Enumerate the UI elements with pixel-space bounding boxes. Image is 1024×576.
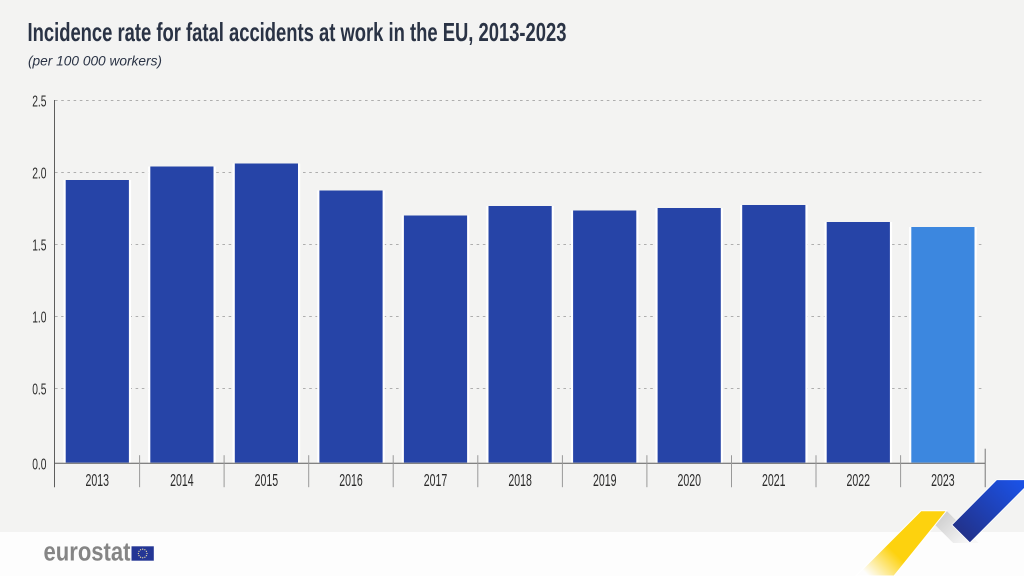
svg-text:2021: 2021 <box>762 470 786 490</box>
svg-text:0.5: 0.5 <box>32 382 46 399</box>
svg-text:(per 100 000 workers): (per 100 000 workers) <box>28 53 162 68</box>
svg-text:2015: 2015 <box>255 470 279 490</box>
svg-text:1.0: 1.0 <box>32 310 46 327</box>
svg-text:0.0: 0.0 <box>32 457 46 474</box>
svg-text:2013: 2013 <box>86 470 110 490</box>
svg-text:2020: 2020 <box>677 470 701 490</box>
svg-text:eurostat: eurostat <box>44 539 131 567</box>
svg-text:2.0: 2.0 <box>32 166 46 183</box>
svg-text:2018: 2018 <box>508 470 532 490</box>
svg-text:2.5: 2.5 <box>32 94 46 111</box>
svg-text:1.5: 1.5 <box>32 238 46 255</box>
svg-text:2014: 2014 <box>170 470 194 490</box>
svg-text:2017: 2017 <box>424 470 448 490</box>
svg-text:2016: 2016 <box>339 470 363 490</box>
svg-text:2023: 2023 <box>931 470 955 490</box>
svg-text:2022: 2022 <box>847 470 871 490</box>
svg-text:Incidence rate for fatal accid: Incidence rate for fatal accidents at wo… <box>28 17 567 47</box>
svg-text:2019: 2019 <box>593 470 617 490</box>
